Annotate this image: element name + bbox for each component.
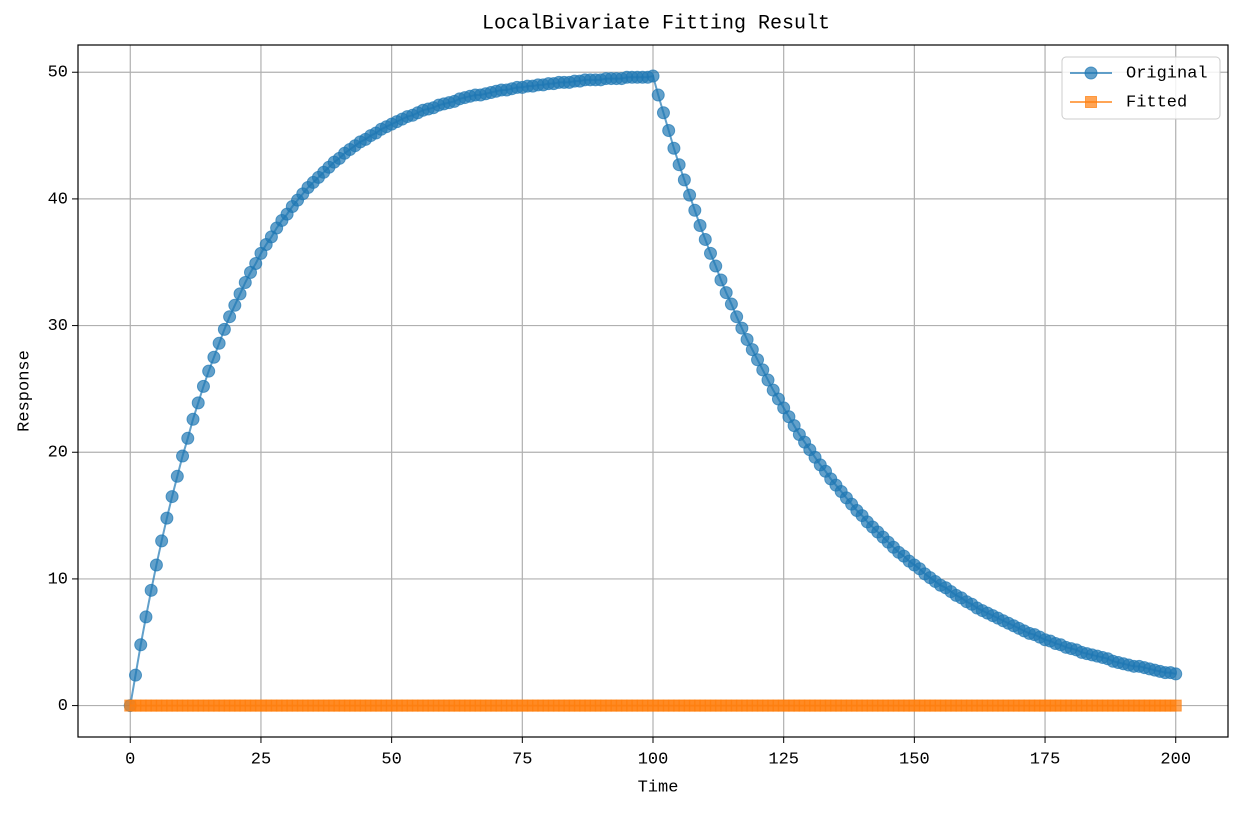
marker: [651, 88, 665, 102]
y-tick-label: 0: [58, 697, 68, 716]
y-tick-label: 30: [48, 317, 68, 336]
marker: [207, 350, 221, 364]
x-tick-label: 0: [125, 750, 135, 769]
x-tick-label: 75: [512, 750, 532, 769]
marker: [217, 322, 231, 336]
marker: [693, 219, 707, 233]
marker: [144, 583, 158, 597]
marker: [677, 173, 691, 187]
marker: [662, 124, 676, 138]
marker: [129, 668, 142, 682]
marker: [233, 287, 247, 301]
marker: [751, 353, 765, 367]
plot-frame: [77, 44, 1229, 738]
y-tick-label: 10: [48, 570, 68, 589]
x-tick-label: 200: [1160, 750, 1191, 769]
x-tick-label: 25: [251, 750, 271, 769]
y-axis-label: Response: [15, 350, 34, 432]
marker: [155, 534, 169, 548]
marker: [196, 379, 210, 393]
marker: [656, 106, 670, 120]
marker: [228, 298, 242, 312]
marker: [165, 490, 179, 504]
marker: [709, 259, 723, 273]
x-tick-label: 150: [899, 750, 930, 769]
marker: [186, 412, 200, 426]
x-tick-label: 50: [381, 750, 401, 769]
marker: [181, 431, 195, 445]
marker: [745, 343, 759, 357]
marker: [719, 286, 733, 300]
marker: [667, 141, 681, 155]
marker: [646, 69, 660, 83]
marker: [176, 449, 190, 463]
chart-title: LocalBivariate Fitting Result: [482, 12, 830, 35]
marker: [704, 246, 717, 260]
y-tick-label: 50: [48, 64, 68, 83]
legend-marker: [1085, 96, 1097, 108]
legend-marker: [1084, 66, 1098, 80]
marker: [688, 203, 702, 217]
marker: [212, 336, 226, 350]
marker: [1169, 699, 1182, 712]
marker: [730, 310, 744, 324]
x-tick-label: 100: [638, 750, 669, 769]
marker: [724, 297, 738, 311]
marker: [191, 396, 205, 410]
marker: [223, 310, 237, 324]
legend-label: Fitted: [1126, 93, 1187, 112]
x-tick-label: 125: [768, 750, 799, 769]
marker: [1169, 667, 1183, 681]
y-tick-label: 20: [48, 444, 68, 463]
marker: [139, 610, 153, 624]
legend-label: Original: [1126, 64, 1208, 83]
marker: [249, 257, 263, 271]
marker: [683, 188, 697, 202]
legend: Original Fitted: [1061, 56, 1221, 120]
marker: [238, 276, 252, 290]
marker: [134, 638, 148, 652]
marker: [202, 364, 216, 378]
marker: [740, 333, 754, 347]
marker: [170, 469, 184, 483]
marker: [149, 558, 163, 572]
x-tick-label: 175: [1030, 750, 1061, 769]
marker: [761, 373, 775, 387]
marker: [735, 321, 749, 335]
marker: [672, 158, 686, 172]
marker: [756, 363, 770, 377]
y-tick-label: 40: [48, 190, 68, 209]
marker: [698, 232, 712, 246]
marker: [714, 273, 728, 287]
marker: [160, 511, 174, 525]
x-axis-label: Time: [638, 778, 679, 797]
